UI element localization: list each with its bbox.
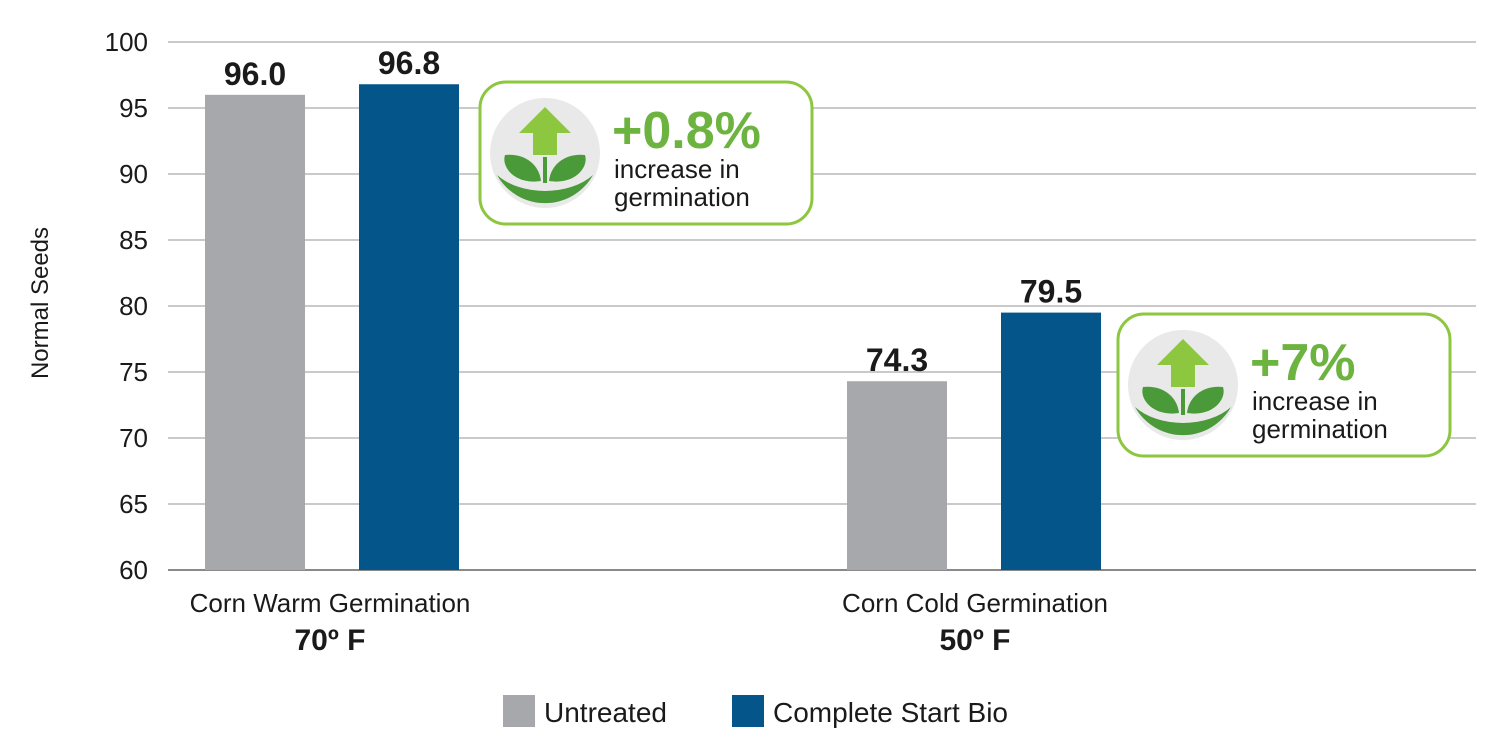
y-tick-label: 90 xyxy=(119,159,148,189)
callout-line1: increase in xyxy=(1252,386,1378,416)
callout-line1: increase in xyxy=(614,154,740,184)
category-label-cold: Corn Cold Germination xyxy=(842,588,1108,618)
category-label-warm: Corn Warm Germination xyxy=(190,588,471,618)
bar-treated-0 xyxy=(359,84,459,571)
data-labels: 96.0 74.3 96.8 79.5 xyxy=(224,45,1082,378)
legend-swatch-treated xyxy=(732,695,764,727)
y-tick-label: 75 xyxy=(119,357,148,387)
sprout-growth-icon xyxy=(1128,330,1238,440)
y-tick-label: 80 xyxy=(119,291,148,321)
bars xyxy=(205,84,1101,571)
callout-line2: germination xyxy=(1252,414,1388,444)
legend-label-treated: Complete Start Bio xyxy=(773,697,1008,728)
callout-percent: +0.8% xyxy=(612,102,761,160)
sprout-growth-icon xyxy=(490,98,600,208)
y-tick-label: 100 xyxy=(105,27,148,57)
data-label-treated-0: 96.8 xyxy=(378,45,440,81)
y-tick-label: 95 xyxy=(119,93,148,123)
y-axis-ticks: 60 65 70 75 80 85 90 95 100 xyxy=(105,27,148,585)
category-sublabel-warm: 70º F xyxy=(295,624,366,657)
callout-warm: +0.8% increase in germination xyxy=(478,80,814,226)
legend-label-untreated: Untreated xyxy=(544,697,667,728)
category-labels: Corn Warm Germination 70º F Corn Cold Ge… xyxy=(190,588,1108,657)
y-tick-label: 70 xyxy=(119,423,148,453)
legend-swatch-untreated xyxy=(503,695,535,727)
y-tick-label: 65 xyxy=(119,489,148,519)
callout-cold: +7% increase in germination xyxy=(1116,312,1452,458)
callout-percent: +7% xyxy=(1250,334,1356,392)
legend: Untreated Complete Start Bio xyxy=(503,695,1008,728)
bar-treated-1 xyxy=(1001,312,1101,570)
data-label-untreated-0: 96.0 xyxy=(224,56,286,92)
bar-untreated-0 xyxy=(205,94,305,571)
y-tick-label: 85 xyxy=(119,225,148,255)
bar-untreated-1 xyxy=(847,381,947,570)
y-axis-label: Normal Seeds xyxy=(27,227,54,379)
y-tick-label: 60 xyxy=(119,555,148,585)
category-sublabel-cold: 50º F xyxy=(940,624,1011,657)
data-label-treated-1: 79.5 xyxy=(1020,274,1082,310)
callout-line2: germination xyxy=(614,182,750,212)
data-label-untreated-1: 74.3 xyxy=(866,342,928,378)
